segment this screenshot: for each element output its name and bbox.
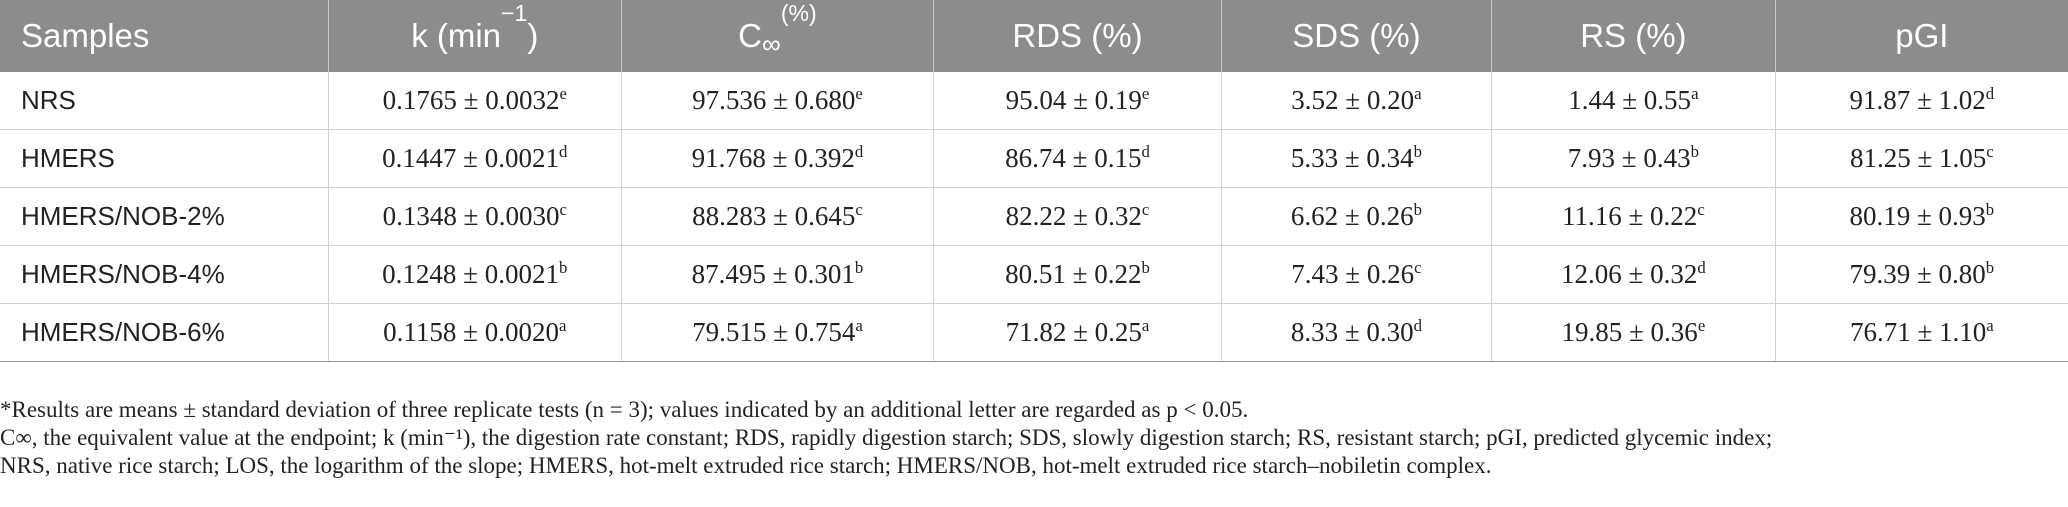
k-cell: 0.1248 ± 0.0021b — [328, 245, 622, 304]
sds-cell: 6.62 ± 0.26b — [1221, 187, 1493, 246]
rs-cell: 1.44 ± 0.55a — [1491, 72, 1776, 130]
c-inf-cell: 97.536 ± 0.680e — [621, 72, 935, 130]
sample-cell: HMERS/NOB-2% — [0, 187, 329, 246]
header-c-inf: C∞(%) — [621, 0, 935, 72]
digestion-table: Samples k (min−1) C∞(%) RDS (%) SDS (%) … — [0, 0, 2068, 362]
header-pgi: pGI — [1775, 0, 2068, 72]
footnote-abbreviations-1: C∞, the equivalent value at the endpoint… — [0, 425, 1773, 450]
c-inf-cell: 87.495 ± 0.301b — [621, 245, 935, 304]
header-samples: Samples — [0, 0, 329, 72]
pgi-cell: 80.19 ± 0.93b — [1775, 187, 2068, 246]
footnote-abbreviations-2: NRS, native rice starch; LOS, the logari… — [0, 453, 1492, 478]
rs-cell: 11.16 ± 0.22c — [1491, 187, 1776, 246]
k-cell: 0.1348 ± 0.0030c — [328, 187, 622, 246]
rs-cell: 19.85 ± 0.36e — [1491, 303, 1776, 362]
rds-cell: 71.82 ± 0.25a — [933, 303, 1222, 362]
table-footnotes: *Results are means ± standard deviation … — [0, 396, 2060, 480]
sample-cell: HMERS/NOB-4% — [0, 245, 329, 304]
rds-cell: 86.74 ± 0.15d — [933, 129, 1222, 188]
k-cell: 0.1158 ± 0.0020a — [328, 303, 622, 362]
table-row: NRS 0.1765 ± 0.0032e 97.536 ± 0.680e 95.… — [0, 72, 2068, 130]
k-cell: 0.1447 ± 0.0021d — [328, 129, 622, 188]
sds-cell: 3.52 ± 0.20a — [1221, 72, 1493, 130]
sample-cell: HMERS — [0, 129, 329, 188]
table-row: HMERS/NOB-4% 0.1248 ± 0.0021b 87.495 ± 0… — [0, 245, 2068, 304]
header-rs: RS (%) — [1491, 0, 1776, 72]
pgi-cell: 91.87 ± 1.02d — [1775, 72, 2068, 130]
pgi-cell: 81.25 ± 1.05c — [1775, 129, 2068, 188]
header-row: Samples k (min−1) C∞(%) RDS (%) SDS (%) … — [0, 0, 2068, 72]
c-inf-cell: 88.283 ± 0.645c — [621, 187, 935, 246]
rs-cell: 7.93 ± 0.43b — [1491, 129, 1776, 188]
sds-cell: 8.33 ± 0.30d — [1221, 303, 1493, 362]
rds-cell: 80.51 ± 0.22b — [933, 245, 1222, 304]
table-row: HMERS/NOB-2% 0.1348 ± 0.0030c 88.283 ± 0… — [0, 187, 2068, 246]
sample-cell: HMERS/NOB-6% — [0, 303, 329, 362]
pgi-cell: 79.39 ± 0.80b — [1775, 245, 2068, 304]
footnote-significance: *Results are means ± standard deviation … — [0, 397, 1249, 422]
pgi-cell: 76.71 ± 1.10a — [1775, 303, 2068, 362]
sds-cell: 7.43 ± 0.26c — [1221, 245, 1493, 304]
rs-cell: 12.06 ± 0.32d — [1491, 245, 1776, 304]
table-row: HMERS 0.1447 ± 0.0021d 91.768 ± 0.392d 8… — [0, 129, 2068, 188]
sds-cell: 5.33 ± 0.34b — [1221, 129, 1493, 188]
c-inf-cell: 79.515 ± 0.754a — [621, 303, 935, 362]
header-k: k (min−1) — [328, 0, 622, 72]
c-inf-cell: 91.768 ± 0.392d — [621, 129, 935, 188]
header-sds: SDS (%) — [1221, 0, 1493, 72]
header-rds: RDS (%) — [933, 0, 1222, 72]
k-cell: 0.1765 ± 0.0032e — [328, 72, 622, 130]
table-container: Samples k (min−1) C∞(%) RDS (%) SDS (%) … — [0, 0, 2068, 362]
rds-cell: 82.22 ± 0.32c — [933, 187, 1222, 246]
rds-cell: 95.04 ± 0.19e — [933, 72, 1222, 130]
table-row: HMERS/NOB-6% 0.1158 ± 0.0020a 79.515 ± 0… — [0, 303, 2068, 362]
sample-cell: NRS — [0, 72, 329, 130]
